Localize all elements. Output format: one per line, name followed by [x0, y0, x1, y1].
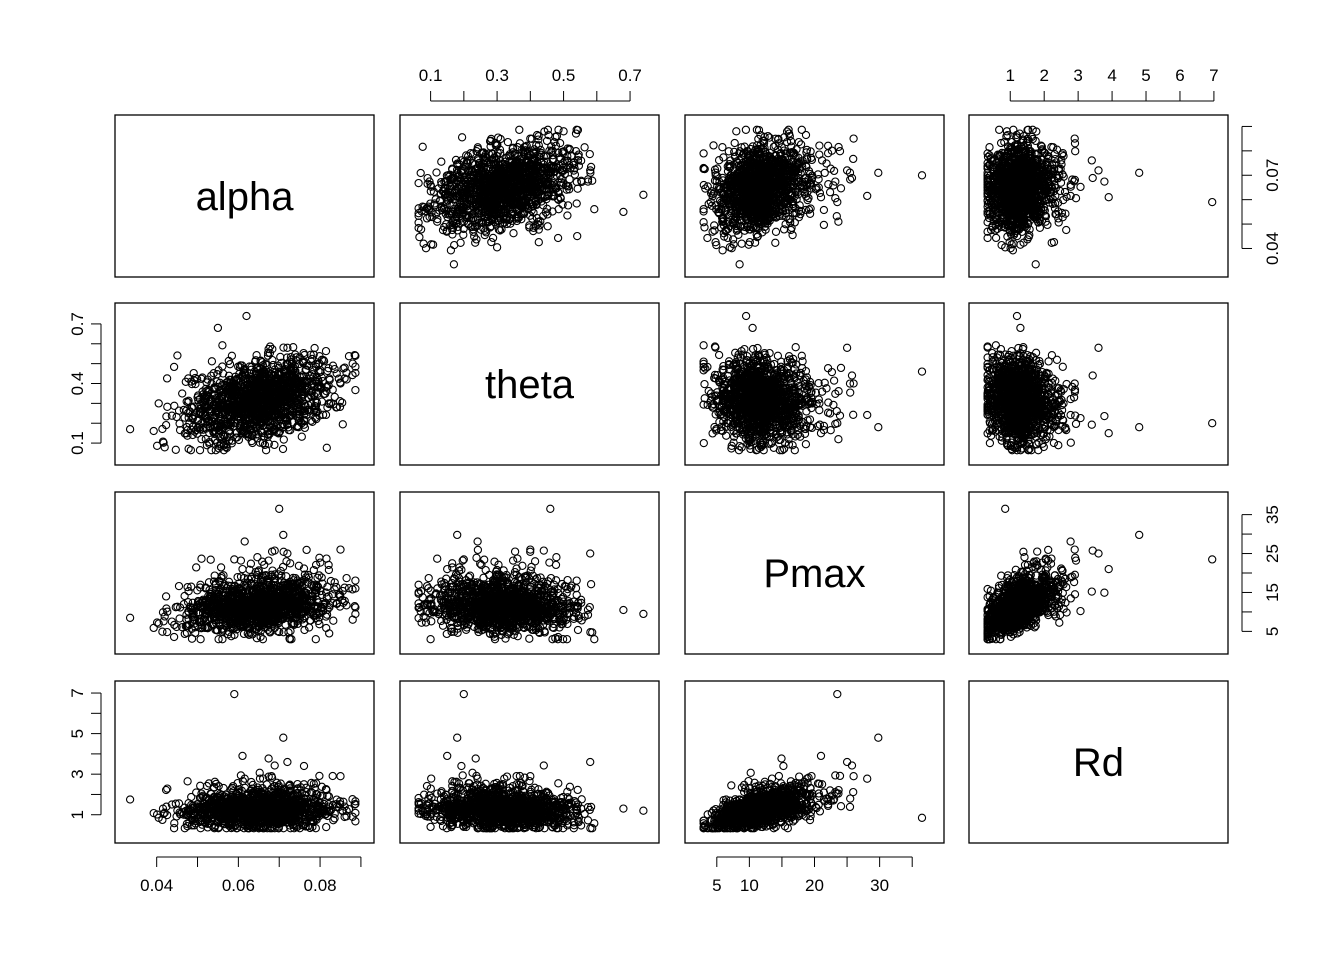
scatter-point — [1051, 151, 1058, 158]
points-alpha-vs-theta — [415, 126, 647, 268]
scatter-point — [1105, 194, 1112, 201]
scatter-point — [817, 194, 824, 201]
scatter-point — [850, 155, 857, 162]
scatter-point — [745, 241, 752, 248]
scatter-point — [298, 433, 305, 440]
scatter-point — [510, 230, 517, 237]
scatter-point — [837, 185, 844, 192]
scatter-point — [164, 403, 171, 410]
scatter-point — [1077, 183, 1084, 190]
scatter-point — [187, 447, 194, 454]
scatter-point — [494, 244, 501, 251]
scatter-point — [772, 228, 779, 235]
scatter-point — [738, 240, 745, 247]
scatter-point — [825, 181, 832, 188]
scatter-point — [820, 206, 827, 213]
scatter-point — [1061, 188, 1068, 195]
scatter-point — [459, 134, 466, 141]
scatter-point — [586, 151, 593, 158]
scatter-point — [736, 261, 743, 268]
scatter-point — [640, 191, 647, 198]
scatter-point — [544, 223, 551, 230]
scatter-point — [174, 352, 181, 359]
scatter-point — [488, 239, 495, 246]
scatter-point — [918, 172, 925, 179]
scatter-point — [555, 234, 562, 241]
scatter-point — [772, 239, 779, 246]
scatter-point — [416, 234, 423, 241]
scatter-point — [700, 150, 707, 157]
scatter-point — [339, 421, 346, 428]
scatter-point — [450, 261, 457, 268]
scatter-point — [825, 142, 832, 149]
scatter-point — [591, 206, 598, 213]
scatter-point — [802, 131, 809, 138]
scatter-point — [835, 143, 842, 150]
scatter-point — [731, 139, 738, 146]
scatter-point — [1209, 199, 1216, 206]
scatter-point — [504, 139, 511, 146]
scatter-point — [820, 221, 827, 228]
scatter-point — [1072, 148, 1079, 155]
scatter-point — [581, 144, 588, 151]
scatter-point — [733, 128, 740, 135]
points-alpha-vs-Rd — [984, 126, 1216, 268]
scatter-point — [996, 126, 1003, 133]
points-alpha-vs-Pmax — [700, 126, 926, 268]
scatter-point — [419, 143, 426, 150]
points-theta-vs-alpha — [127, 312, 360, 453]
scatter-point — [322, 348, 329, 355]
scatter-point — [1088, 157, 1095, 164]
scatter-point — [433, 169, 440, 176]
scatter-point — [1032, 261, 1039, 268]
scatter-point — [1136, 169, 1143, 176]
scatter-point — [280, 436, 287, 443]
scatter-point — [719, 247, 726, 254]
scatter-point — [208, 358, 215, 365]
scatter-point — [1071, 135, 1078, 142]
scatter-point — [1101, 178, 1108, 185]
scatter-point — [1095, 167, 1102, 174]
scatter-point — [573, 200, 580, 207]
scatter-point — [993, 234, 1000, 241]
scatter-point — [564, 212, 571, 219]
scatter-point — [700, 219, 707, 226]
scatter-point — [573, 178, 580, 185]
scatter-point — [323, 444, 330, 451]
scatter-point — [574, 233, 581, 240]
scatter-point — [711, 227, 718, 234]
scatter-point — [516, 126, 523, 133]
scatter-point — [864, 192, 871, 199]
scatter-point — [438, 158, 445, 165]
scatter-point — [490, 234, 497, 241]
scatter-point — [164, 375, 171, 382]
scatter-point — [725, 148, 732, 155]
scatter-point — [710, 142, 717, 149]
scatter-point — [535, 239, 542, 246]
scatter-point — [816, 142, 823, 149]
scatter-point — [827, 189, 834, 196]
scatter-point — [415, 180, 422, 187]
scatter-point — [836, 148, 843, 155]
scatter-points — [127, 126, 1216, 832]
scatter-point — [742, 126, 749, 133]
scatter-point — [719, 144, 726, 151]
scatter-point — [1089, 174, 1096, 181]
scatter-point — [560, 128, 567, 135]
scatter-point — [875, 169, 882, 176]
scatter-point — [574, 185, 581, 192]
scatter-point — [555, 206, 562, 213]
scatter-point — [1063, 226, 1070, 233]
scatter-point — [447, 247, 454, 254]
scatter-point — [807, 210, 814, 217]
scatter-point — [417, 169, 424, 176]
scatter-point — [415, 219, 422, 226]
scatter-point — [620, 208, 627, 215]
scatter-point — [850, 135, 857, 142]
scatter-point — [451, 242, 458, 249]
scatter-point — [704, 234, 711, 241]
scatter-point — [279, 445, 286, 452]
